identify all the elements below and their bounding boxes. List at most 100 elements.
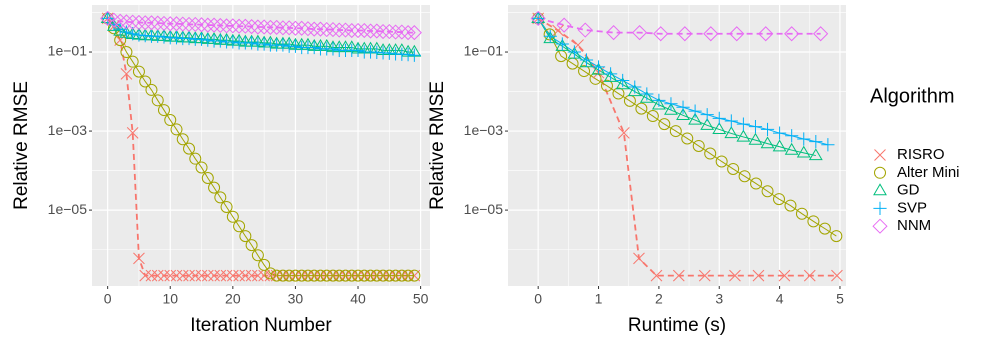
data-point — [226, 35, 240, 49]
data-point — [337, 22, 354, 38]
data-point — [579, 53, 594, 67]
x-tick-label: 3 — [715, 291, 723, 307]
data-point — [350, 22, 366, 39]
data-point — [567, 45, 581, 59]
data-point — [351, 43, 365, 58]
data-point — [381, 23, 397, 40]
data-point — [287, 20, 304, 36]
data-point — [677, 26, 693, 42]
y-tick-label: 1e−03 — [464, 122, 504, 138]
data-point — [692, 139, 705, 152]
data-point — [193, 17, 210, 33]
panel: 1e−01 1e−03 1e−05 0 10 20 30 40 50 Iteration Numb… — [11, 5, 430, 336]
data-point — [631, 25, 648, 41]
data-point — [233, 220, 246, 233]
legend-title: Algorithm — [870, 85, 954, 107]
data-point — [795, 207, 808, 220]
data-point — [784, 199, 797, 212]
data-point — [195, 269, 208, 282]
data-point — [288, 39, 303, 53]
data-point — [345, 269, 358, 282]
data-point — [813, 26, 829, 42]
legend-key — [873, 201, 887, 215]
x-tick-label: 0 — [104, 291, 112, 307]
data-point — [118, 14, 135, 30]
data-point — [176, 269, 189, 282]
data-point — [220, 269, 233, 282]
data-point — [543, 28, 556, 41]
data-point — [126, 55, 139, 68]
data-point — [258, 269, 270, 282]
data-point — [194, 32, 209, 46]
data-point — [400, 25, 416, 41]
data-point — [201, 33, 215, 47]
data-point — [616, 73, 630, 88]
x-tick-label: 50 — [413, 291, 429, 307]
data-point — [603, 69, 618, 82]
data-point — [120, 68, 133, 80]
data-point — [183, 269, 195, 282]
data-point — [226, 210, 239, 223]
x-tick-label: 2 — [655, 291, 663, 307]
data-point — [652, 93, 666, 107]
data-point — [245, 36, 259, 50]
data-point — [736, 129, 751, 142]
data-point — [672, 269, 685, 282]
legend-label: NNM — [897, 217, 931, 234]
data-point — [325, 22, 341, 38]
data-point — [151, 29, 165, 43]
data-point — [113, 22, 127, 36]
data-point — [307, 40, 321, 55]
x-tick-label: 30 — [288, 291, 304, 307]
data-point — [531, 11, 545, 25]
x-tick-label: 5 — [836, 291, 844, 307]
data-point — [126, 127, 139, 139]
data-point — [314, 269, 327, 282]
data-point — [289, 269, 302, 282]
series-line — [107, 17, 415, 34]
legend-key — [873, 183, 887, 196]
data-point — [591, 62, 606, 75]
data-point — [750, 177, 763, 190]
data-point — [785, 129, 799, 143]
data-point — [364, 269, 377, 282]
x-tick-label: 0 — [534, 291, 542, 307]
data-point — [320, 269, 333, 282]
data-point — [212, 17, 228, 34]
data-point — [306, 21, 322, 37]
data-point — [208, 269, 220, 282]
data-point — [818, 222, 831, 235]
data-point — [132, 28, 146, 42]
data-point — [797, 132, 811, 146]
data-point — [239, 269, 252, 282]
data-point — [262, 19, 278, 35]
data-point — [796, 145, 811, 158]
data-point — [308, 269, 321, 282]
data-point — [635, 102, 648, 115]
x-tick-label: 10 — [162, 291, 178, 307]
data-point — [600, 79, 613, 92]
legend-label: Alter Mini — [897, 164, 960, 181]
data-point — [773, 193, 786, 206]
data-point — [401, 48, 415, 62]
y-tick-label: 1e−03 — [48, 122, 88, 138]
data-point — [201, 269, 214, 282]
data-point — [724, 114, 738, 128]
y-tick-label: 1e−05 — [464, 201, 504, 217]
data-point — [101, 11, 115, 25]
x-tick-label: 1 — [595, 291, 603, 307]
data-point — [145, 83, 158, 96]
data-point — [724, 126, 739, 139]
data-point — [681, 132, 694, 145]
data-point — [356, 22, 372, 39]
data-point — [407, 48, 421, 62]
data-point — [312, 21, 329, 37]
data-point — [150, 15, 166, 31]
data-point — [106, 12, 122, 28]
data-point — [627, 84, 642, 97]
data-point — [831, 269, 843, 282]
data-point — [183, 142, 196, 155]
data-point — [646, 110, 659, 123]
data-point — [233, 269, 245, 282]
